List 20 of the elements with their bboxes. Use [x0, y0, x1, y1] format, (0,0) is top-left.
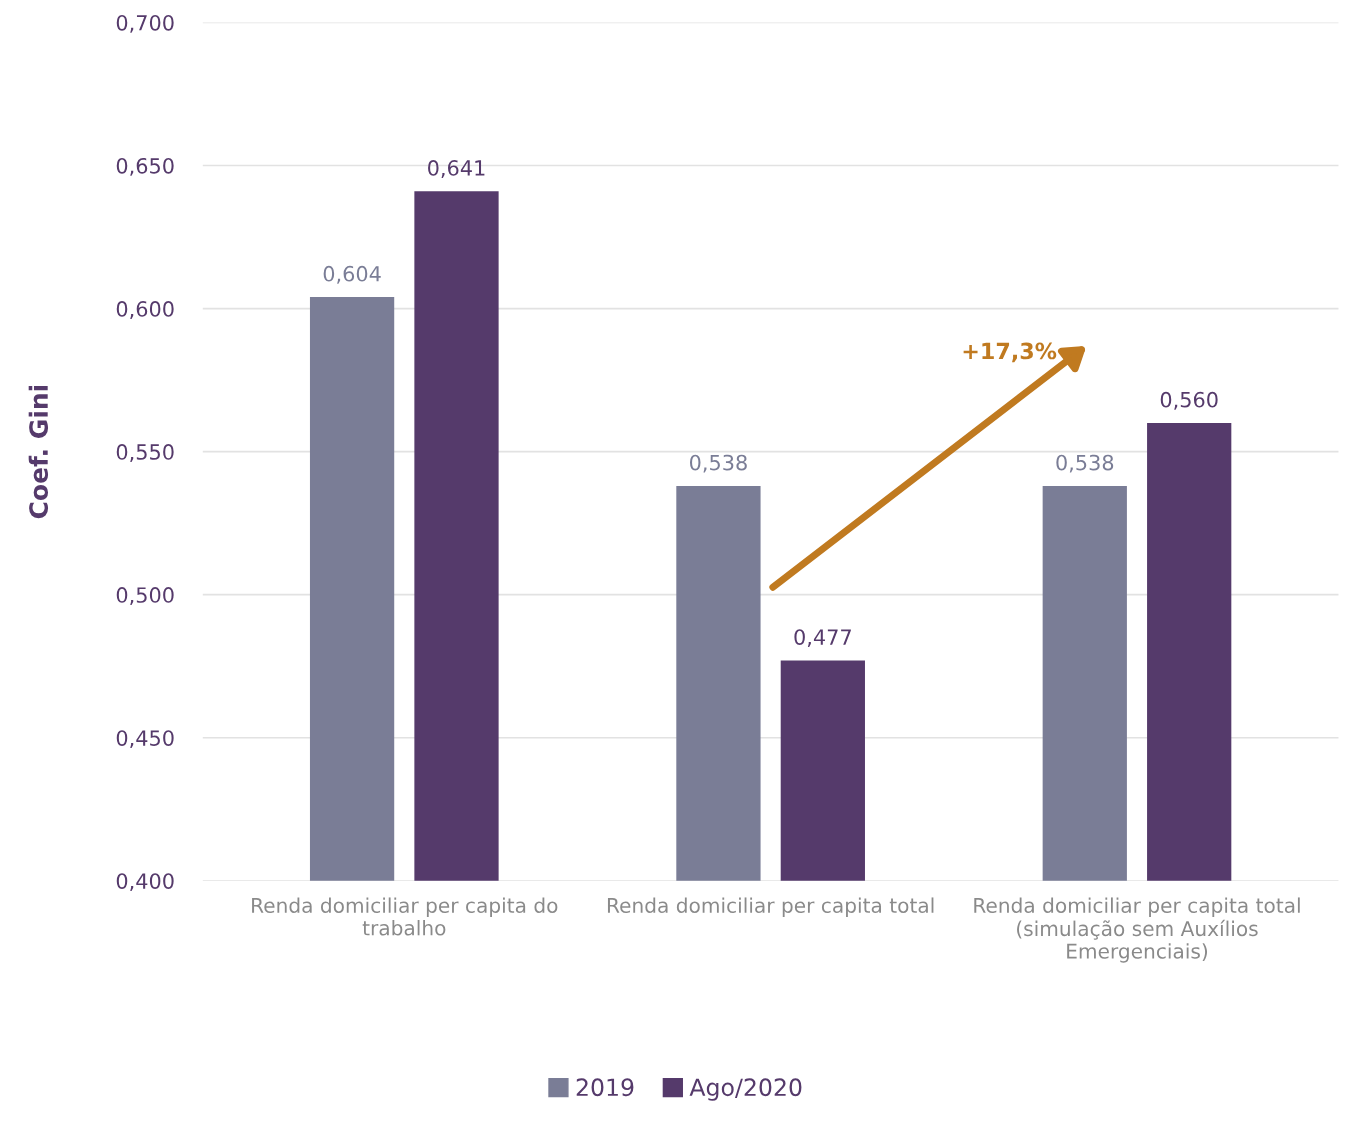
- y-axis-title: Coef. Gini: [28, 385, 49, 519]
- data-label: 0,641: [428, 160, 485, 178]
- y-tick-label: 0,600: [116, 301, 174, 319]
- x-tick-label: Renda domiciliar per capita do trabalho: [252, 897, 558, 936]
- y-tick-label: 0,700: [116, 14, 174, 33]
- x-tick-label: Renda domiciliar per capita total: [607, 897, 934, 917]
- data-label: 0,560: [1160, 391, 1218, 410]
- legend-label: 2019: [576, 1078, 634, 1097]
- y-tick-label: 0,650: [116, 157, 174, 176]
- y-tick-label: 0,400: [116, 873, 174, 892]
- data-label: 0,538: [689, 454, 747, 473]
- data-label: 0,604: [323, 265, 381, 284]
- legend-label: Ago/2020: [689, 1078, 802, 1101]
- annotation: +17,3%: [963, 342, 1057, 363]
- data-label: 0,477: [794, 629, 851, 648]
- y-tick-label: 0,450: [116, 730, 174, 749]
- x-tick-label: Renda domiciliar per capita total (simulação sem Auxílios Emergenciais): [974, 897, 1300, 963]
- y-tick-label: 0,500: [116, 587, 174, 605]
- data-label: 0,538: [1056, 454, 1114, 473]
- y-tick-label: 0,550: [116, 444, 174, 462]
